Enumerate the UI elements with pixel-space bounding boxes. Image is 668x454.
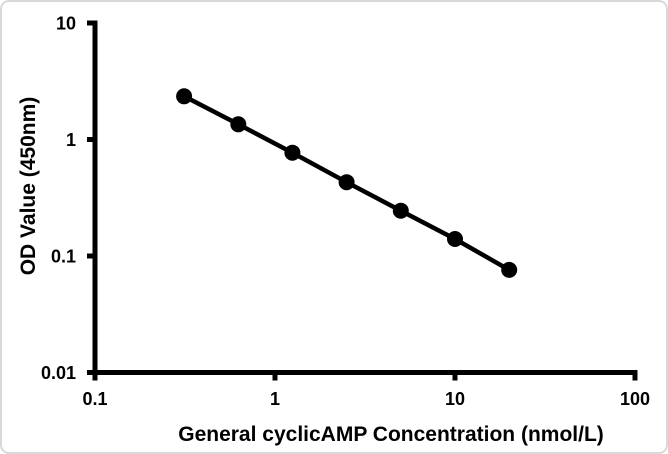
- data-point: [392, 202, 409, 219]
- data-point: [338, 174, 355, 191]
- data-point: [284, 144, 301, 161]
- x-tick-label: 100: [620, 389, 650, 409]
- y-axis-label: OD Value (450nm): [17, 97, 40, 276]
- axis-ticks: [87, 20, 638, 381]
- data-point: [447, 231, 463, 247]
- y-tick-label: 0.1: [51, 247, 76, 267]
- data-point: [501, 261, 518, 278]
- data-point: [230, 116, 247, 133]
- axes: [92, 20, 638, 375]
- y-tick-label: 10: [56, 14, 76, 34]
- data-point: [176, 88, 193, 105]
- x-tick-label: 10: [445, 389, 465, 409]
- axis-tick-labels: 10 1 0.1 0.01 0.1 1 10 100: [41, 14, 650, 410]
- y-tick-label: 0.01: [41, 363, 76, 383]
- y-tick-label: 1: [66, 130, 76, 150]
- x-tick-label: 1: [270, 389, 280, 409]
- x-axis-label: General cyclicAMP Concentration (nmol/L): [178, 423, 604, 446]
- x-tick-label: 0.1: [82, 389, 107, 409]
- data-series: [176, 88, 518, 278]
